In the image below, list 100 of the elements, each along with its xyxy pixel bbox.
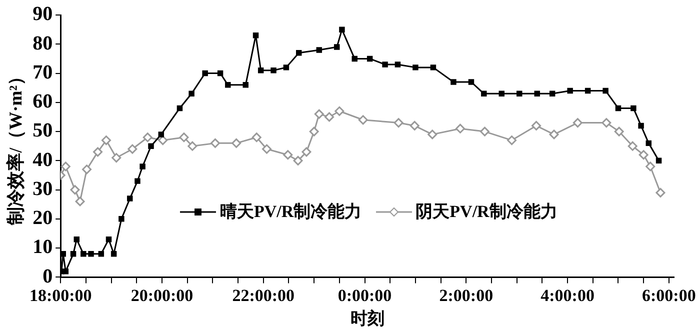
- y-tick-label: 80: [32, 32, 53, 54]
- point: [324, 112, 334, 122]
- x-axis-title: 时刻: [350, 309, 384, 328]
- point: [293, 156, 303, 166]
- point: [614, 126, 624, 136]
- point: [316, 47, 322, 53]
- point: [70, 251, 76, 257]
- point: [534, 90, 540, 97]
- y-axis-title: 制冷效率/（W·m²）: [5, 67, 26, 226]
- point: [134, 178, 140, 184]
- point: [188, 141, 198, 151]
- point: [646, 162, 656, 172]
- point: [118, 216, 124, 222]
- point: [394, 118, 404, 128]
- point: [549, 90, 556, 97]
- y-tick-label: 40: [32, 148, 53, 171]
- point: [468, 79, 474, 85]
- legend-label: 晴天PV/R制冷能力: [220, 201, 362, 223]
- point: [128, 144, 138, 154]
- point: [127, 196, 133, 202]
- point: [567, 88, 573, 94]
- point: [188, 90, 194, 97]
- point: [430, 64, 436, 70]
- point: [140, 164, 146, 170]
- point: [176, 105, 183, 112]
- x-tick-label: 4:00:00: [540, 286, 594, 305]
- point: [82, 164, 92, 174]
- point: [334, 106, 344, 116]
- point: [283, 150, 293, 160]
- point: [602, 118, 612, 128]
- point: [75, 196, 85, 206]
- point: [615, 105, 622, 112]
- legend-label: 阴天PV/R制冷能力: [416, 201, 558, 223]
- point: [262, 144, 272, 154]
- x-tick-label: 0:00:00: [338, 286, 392, 305]
- point: [270, 67, 276, 74]
- point: [202, 70, 208, 76]
- point: [412, 64, 418, 70]
- point: [62, 268, 69, 274]
- point: [646, 140, 652, 146]
- point: [314, 109, 324, 119]
- x-tick-label: 2:00:00: [439, 286, 494, 305]
- point: [410, 120, 420, 130]
- y-tick-label: 60: [32, 90, 53, 113]
- point: [296, 50, 302, 56]
- point: [334, 44, 340, 50]
- point: [507, 136, 517, 146]
- point: [455, 124, 465, 134]
- point: [98, 251, 104, 257]
- point: [638, 150, 648, 160]
- point: [283, 64, 290, 70]
- point: [179, 132, 189, 142]
- point: [142, 132, 152, 142]
- y-tick-label: 20: [32, 207, 53, 230]
- point: [394, 62, 401, 68]
- point: [302, 147, 312, 157]
- x-tick-label: 18:00:00: [29, 286, 92, 305]
- y-tick-label: 90: [32, 3, 53, 26]
- point: [60, 162, 70, 172]
- point: [110, 251, 117, 257]
- point: [88, 251, 94, 257]
- point: [258, 67, 264, 74]
- point: [148, 143, 154, 149]
- point: [358, 115, 368, 125]
- point: [656, 158, 662, 164]
- point: [309, 126, 319, 136]
- point: [628, 141, 638, 151]
- point: [382, 62, 388, 68]
- point: [242, 82, 249, 88]
- point: [366, 56, 373, 62]
- point: [93, 147, 103, 157]
- point: [572, 118, 582, 128]
- x-tick-label: 20:00:00: [130, 286, 194, 305]
- point: [630, 105, 636, 112]
- y-tick-label: 50: [32, 120, 53, 142]
- point: [584, 88, 591, 94]
- point: [549, 130, 559, 140]
- point: [352, 56, 358, 62]
- point: [602, 88, 608, 94]
- point: [225, 82, 231, 88]
- point: [498, 90, 505, 97]
- point: [112, 153, 122, 163]
- point: [232, 138, 242, 148]
- point: [638, 122, 644, 129]
- point: [252, 32, 259, 38]
- y-tick-label: 10: [32, 236, 53, 258]
- point: [480, 126, 490, 136]
- x-tick-label: 22:00:00: [232, 286, 295, 305]
- point: [532, 120, 542, 130]
- point: [210, 138, 220, 148]
- point: [656, 188, 666, 198]
- point: [74, 236, 80, 242]
- point: [450, 79, 456, 85]
- point: [516, 90, 522, 97]
- y-tick-label: 0: [42, 265, 53, 288]
- y-tick-label: 30: [32, 178, 53, 200]
- x-tick-label: 6:00:00: [642, 286, 696, 305]
- point: [70, 185, 80, 195]
- point: [158, 132, 164, 138]
- point: [481, 90, 487, 97]
